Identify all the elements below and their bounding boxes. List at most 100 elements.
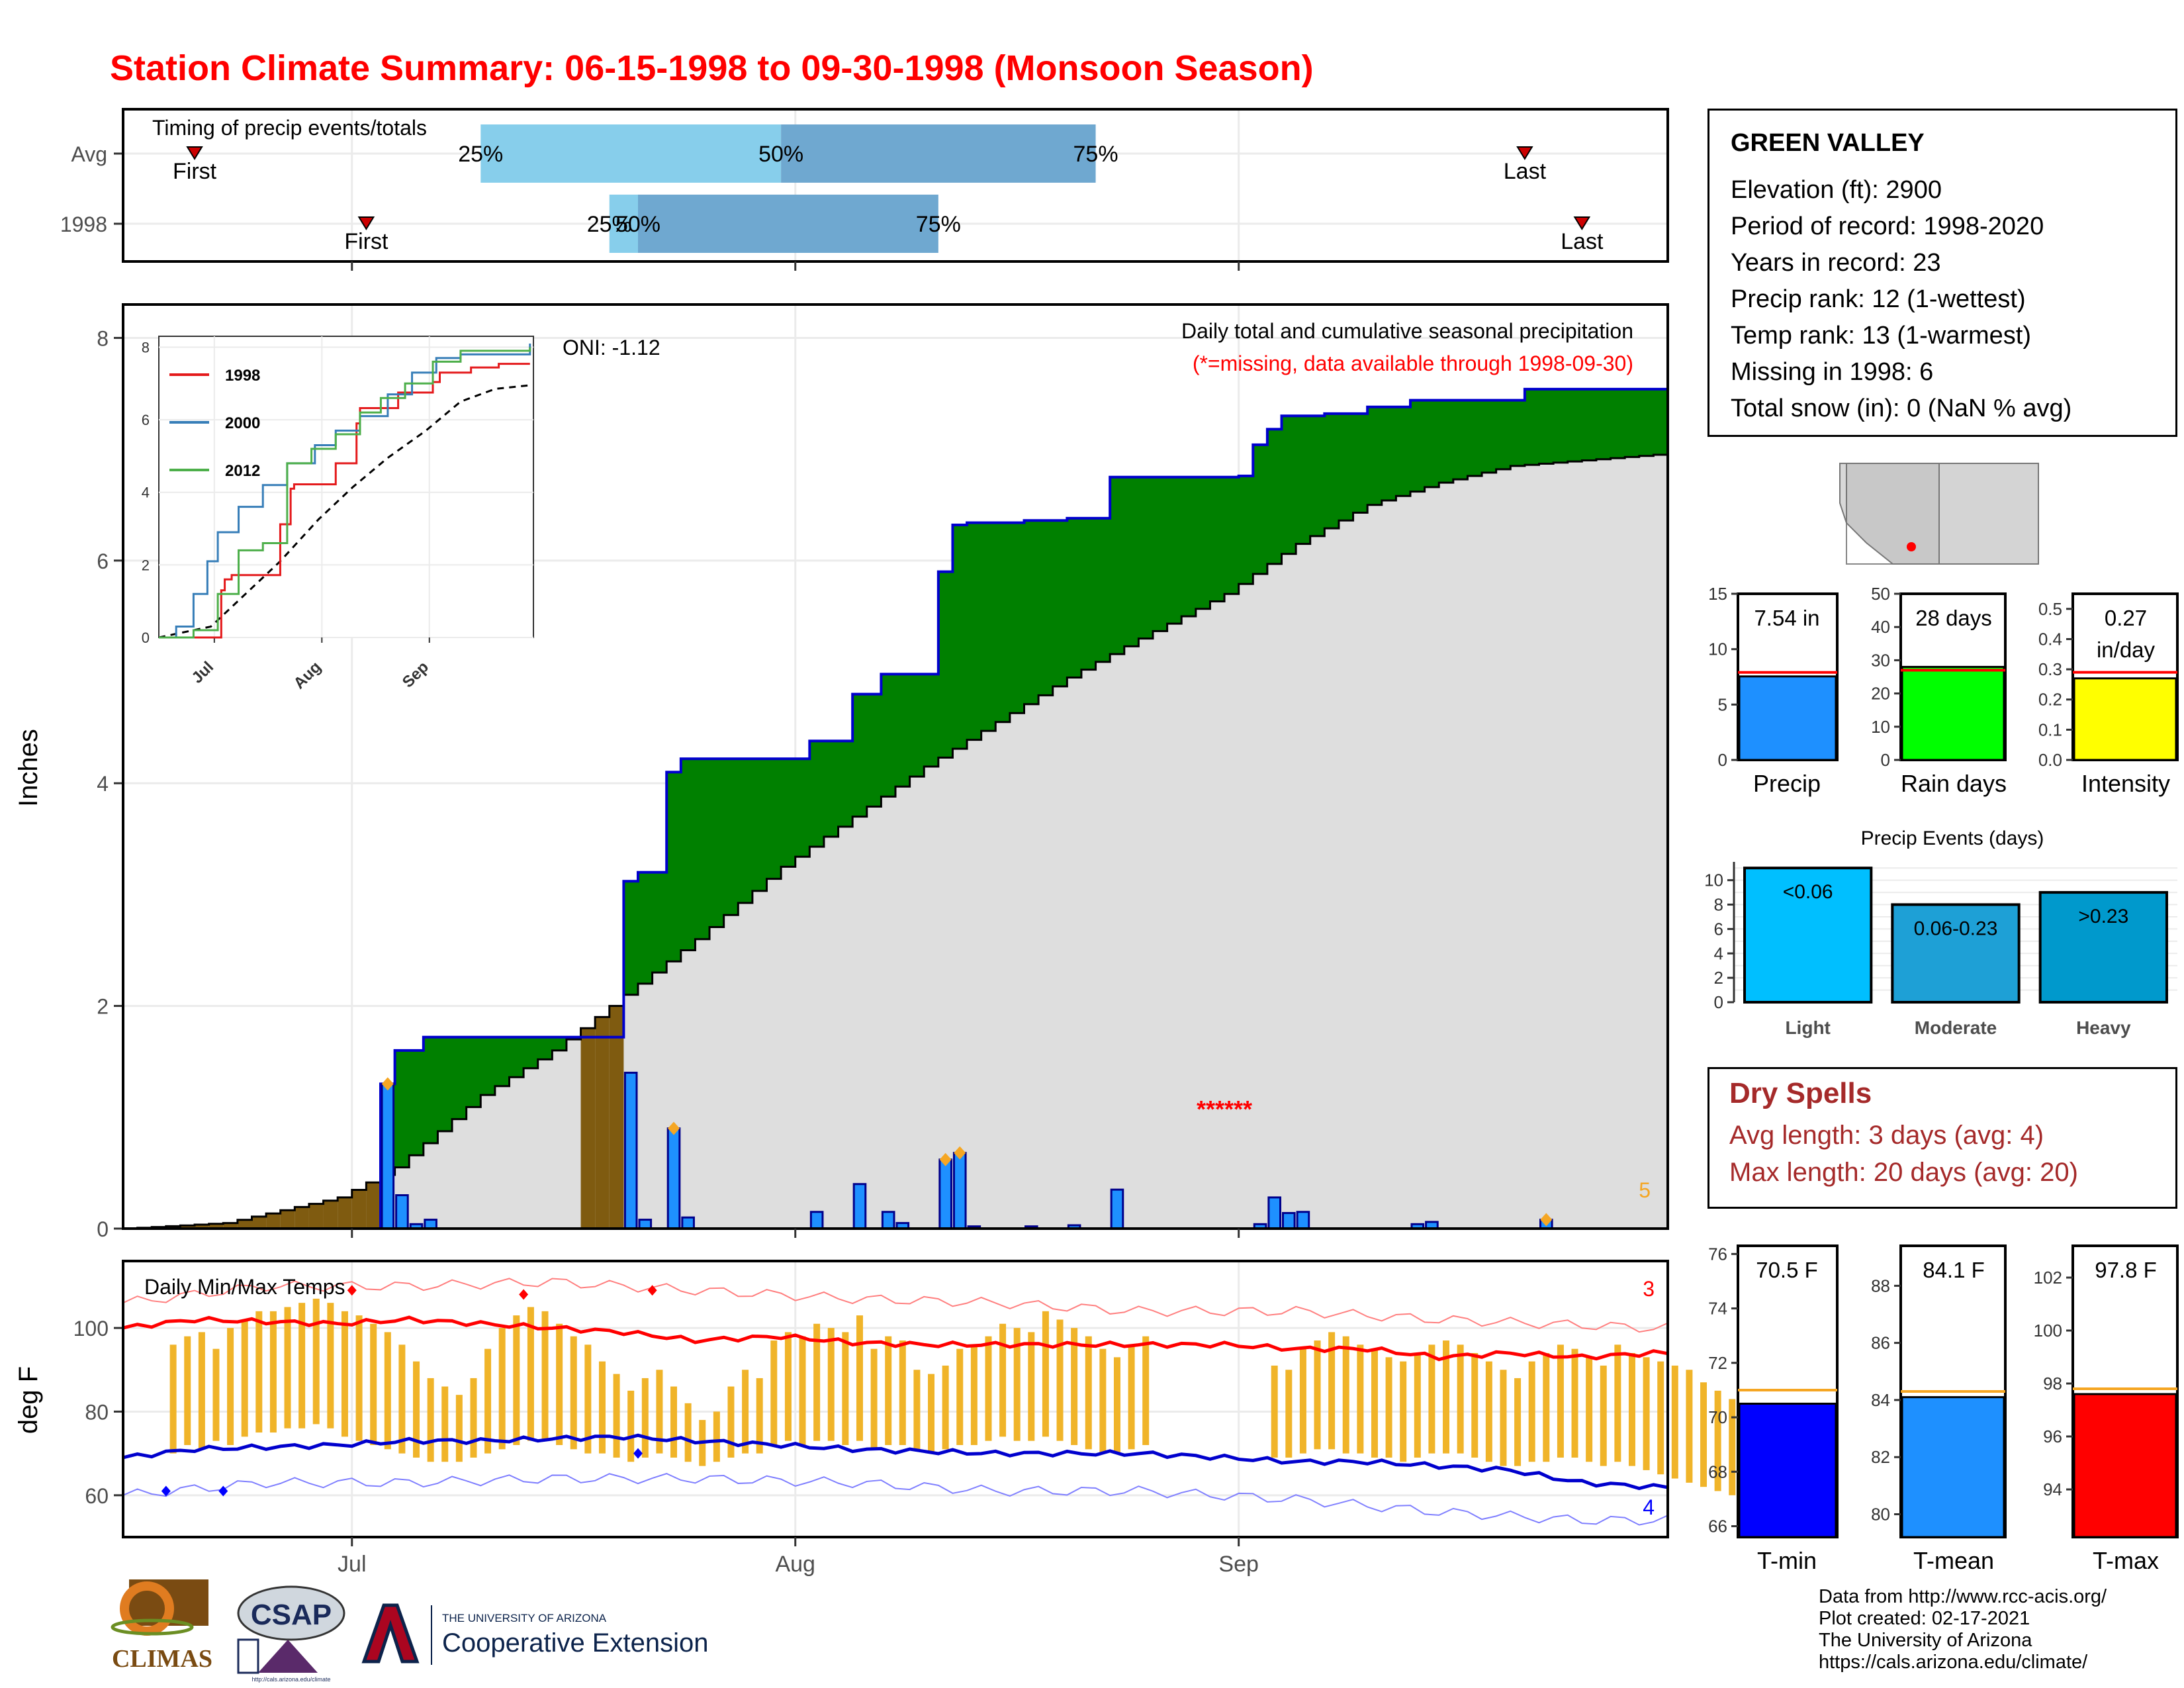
temp-range-bar	[255, 1311, 263, 1433]
temp-range-bar	[1514, 1378, 1522, 1466]
avg-cumulative-fill	[738, 903, 753, 1229]
above-avg-fill	[1038, 520, 1054, 696]
avg-cumulative-fill	[1410, 491, 1426, 1229]
mini-precip-ytick-label: 0	[1718, 750, 1727, 770]
mini-precip-ytick-label: 15	[1708, 584, 1727, 604]
climas-logo: CLIMAS	[111, 1579, 212, 1673]
events-bar-label: 0.06-0.23	[1914, 918, 1998, 940]
temp-range-bar	[455, 1395, 463, 1462]
inset-ytick-label: 6	[142, 412, 150, 428]
avg-cumulative-fill	[695, 939, 710, 1229]
mini-tmin-ytick-label: 74	[1708, 1299, 1727, 1319]
mini-precip-ytick-label: 10	[1708, 639, 1727, 659]
mini-intensity-ytick-label: 0.3	[2038, 659, 2062, 679]
temp-range-bar	[799, 1336, 806, 1445]
temp-range-bar	[441, 1386, 449, 1462]
temp-range-bar	[298, 1303, 306, 1429]
avg-cumulative-fill	[1052, 686, 1068, 1229]
tmax_record-line	[122, 1278, 1668, 1333]
above-avg-fill	[1324, 413, 1340, 529]
temp-range-bar	[398, 1344, 406, 1454]
record-high-marker	[347, 1285, 357, 1296]
avg-cumulative-fill	[409, 1155, 424, 1229]
temp-range-bar	[1557, 1344, 1564, 1458]
above-avg-fill	[1396, 406, 1411, 496]
mini-tmax-bar	[2073, 1393, 2177, 1538]
temp-range-bar	[1686, 1370, 1693, 1483]
avg-cumulative-fill	[1396, 496, 1411, 1229]
above-avg-fill	[967, 522, 982, 740]
above-avg-fill	[480, 1037, 496, 1096]
mini-tmean-ytick-label: 82	[1871, 1447, 1890, 1467]
temp-range-bar	[1714, 1390, 1721, 1491]
mini-intensity-ytick-label: 0.2	[2038, 690, 2062, 710]
avg-cumulative-fill	[1453, 479, 1469, 1229]
mini-intensity-value-label2: in/day	[2097, 637, 2156, 662]
temp-range-bar	[1586, 1357, 1593, 1462]
avg-cumulative-fill	[638, 983, 653, 1229]
below-avg-fill	[580, 1028, 596, 1037]
above-avg-fill	[1439, 400, 1454, 483]
mini-tmin-ytick-label: 70	[1708, 1407, 1727, 1427]
events-ytick-label: 10	[1704, 870, 1723, 890]
timing-row-label: Avg	[71, 142, 107, 166]
temp-range-bar	[1729, 1399, 1736, 1495]
avg-cumulative-fill	[823, 836, 839, 1229]
temp-range-bar	[355, 1315, 363, 1441]
above-avg-fill	[709, 759, 725, 927]
temp-range-bar	[1128, 1344, 1135, 1450]
temp-range-bar	[770, 1340, 778, 1445]
above-avg-fill	[852, 694, 868, 817]
above-avg-fill	[1567, 389, 1582, 462]
avg-cumulative-fill	[1095, 661, 1111, 1229]
csap-logo-cloud	[237, 1585, 345, 1641]
mini-raindays-bar	[1901, 665, 2005, 761]
above-avg-fill	[509, 1037, 524, 1078]
avg-cumulative-fill	[1524, 465, 1540, 1229]
above-avg-fill	[1281, 416, 1297, 554]
timing-marker-first	[186, 146, 203, 160]
above-avg-fill	[1553, 389, 1569, 463]
station-missing: Missing in 1998: 6	[1731, 358, 1934, 386]
temp-range-bar	[527, 1307, 534, 1441]
temp-range-bar	[1042, 1311, 1049, 1437]
timing-label-last: Last	[1504, 159, 1547, 184]
avg-cumulative-fill	[1582, 460, 1597, 1229]
avg-cumulative-fill	[494, 1086, 510, 1229]
above-avg-fill	[723, 759, 739, 915]
timing-label-75: 75%	[1073, 142, 1118, 167]
temp-range-bar	[169, 1344, 177, 1454]
daily-precip-bar	[681, 1216, 695, 1230]
avg-cumulative-fill	[881, 796, 896, 1229]
mini-tmin-ytick-label: 68	[1708, 1462, 1727, 1481]
above-avg-fill	[838, 741, 853, 827]
temp-range-bar	[498, 1328, 506, 1450]
cum-frame	[122, 303, 1669, 1230]
temp-range-bar	[613, 1374, 620, 1458]
mini-tmean-ytick-label: 84	[1871, 1390, 1890, 1410]
temp-range-bar	[1571, 1348, 1578, 1458]
credits: Data from http://www.rcc-acis.org/ Plot …	[1819, 1586, 2107, 1673]
above-avg-fill	[1310, 416, 1325, 536]
avg-cumulative-fill	[852, 816, 868, 1229]
temp-title: Daily Min/Max Temps	[144, 1275, 345, 1299]
temp-range-bar	[956, 1348, 964, 1445]
credit-line: Plot created: 02-17-2021	[1819, 1608, 2030, 1629]
above-avg-fill	[652, 872, 667, 973]
temp-range-bar	[584, 1344, 592, 1454]
avg-cumulative-fill	[1181, 616, 1197, 1229]
station-temp-rank: Temp rank: 13 (1-warmest)	[1731, 322, 2032, 350]
above-avg-fill	[1338, 413, 1354, 521]
mini-raindays-xlabel: Rain days	[1901, 770, 2007, 797]
avg-cumulative-fill	[1253, 574, 1268, 1229]
avg-cumulative-fill	[781, 867, 796, 1229]
mini-intensity-xlabel: Intensity	[2081, 770, 2170, 797]
station-elevation: Elevation (ft): 2900	[1731, 176, 1942, 204]
avg-cumulative-fill	[652, 972, 667, 1229]
temp-range-bar	[1113, 1357, 1120, 1454]
below-avg-fill	[580, 1037, 596, 1229]
above-avg-fill	[1181, 477, 1197, 616]
above-avg-fill	[1424, 400, 1439, 487]
temp-range-bar	[541, 1311, 549, 1441]
above-avg-fill	[1453, 400, 1469, 480]
